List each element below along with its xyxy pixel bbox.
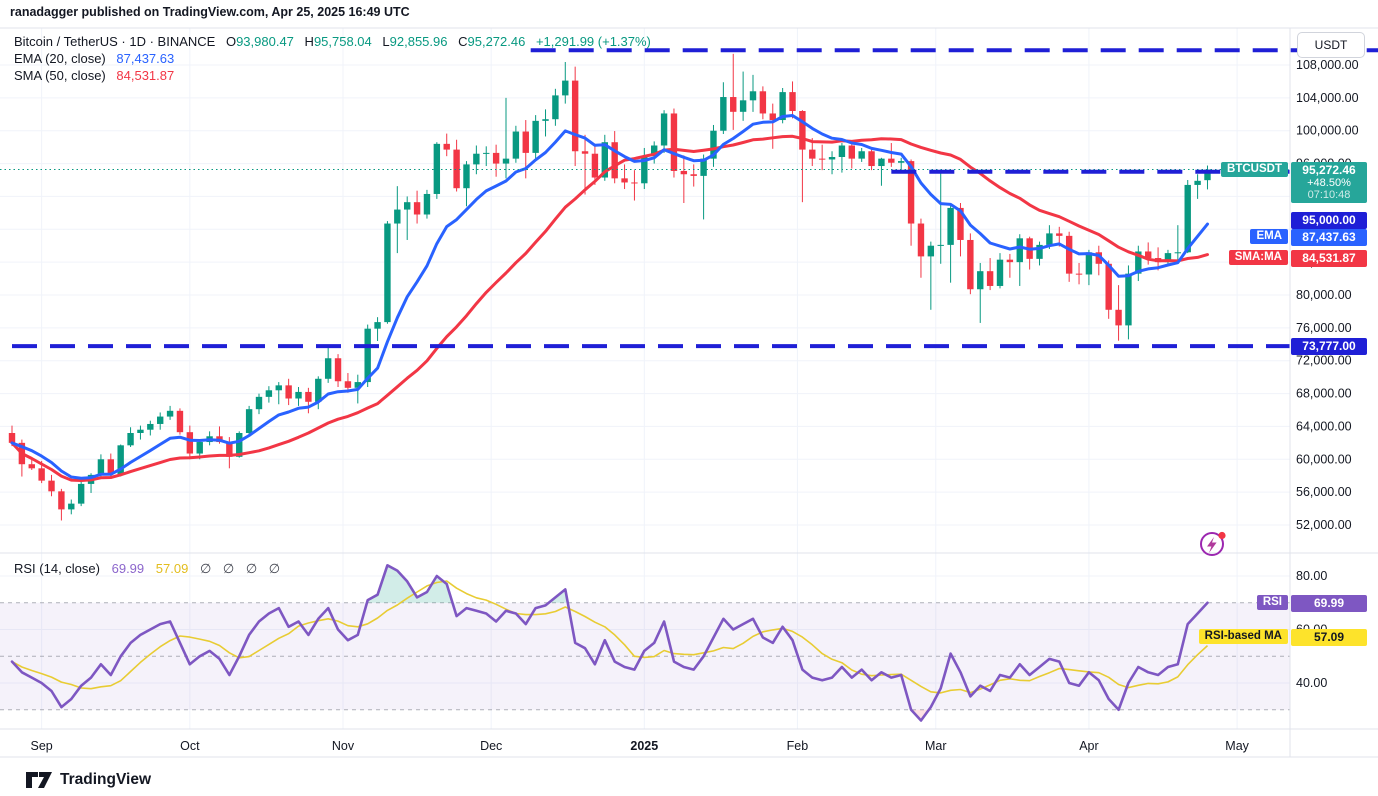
rsi-value-badge: 69.99 [1291, 595, 1367, 612]
ema-value-badge: 87,437.63 [1291, 229, 1367, 246]
sma-value-badge: 84,531.87 [1291, 250, 1367, 267]
symbol-legend-row[interactable]: Bitcoin / TetherUS · 1D · BINANCE O93,98… [14, 34, 651, 49]
svg-text:56,000.00: 56,000.00 [1296, 485, 1352, 499]
rsi-legend-row[interactable]: RSI (14, close) 69.99 57.09 ∅ ∅ ∅ ∅ [14, 561, 284, 577]
flash-circle [1200, 532, 1224, 556]
bar-countdown: 07:10:48 [1307, 189, 1351, 201]
current-price-value: 95,272.46 [1302, 163, 1356, 177]
svg-text:Mar: Mar [925, 739, 947, 753]
svg-text:Sep: Sep [31, 739, 53, 753]
symbol-price-label-pill: BTCUSDT [1221, 162, 1288, 177]
rsi-empty-values: ∅ ∅ ∅ ∅ [199, 561, 285, 576]
change-value: +1,291.99 (+1.37%) [535, 34, 651, 49]
symbol-title: Bitcoin / TetherUS · 1D · BINANCE [14, 34, 216, 49]
low-value: 92,855.96 [389, 34, 448, 49]
svg-text:68,000.00: 68,000.00 [1296, 387, 1352, 401]
level-73777-badge[interactable]: 73,777.00 [1291, 338, 1367, 355]
svg-text:Oct: Oct [180, 739, 200, 753]
attribution: ranadagger published on TradingView.com,… [10, 5, 410, 19]
svg-text:64,000.00: 64,000.00 [1296, 419, 1352, 433]
flash-events-icon[interactable] [1198, 529, 1228, 559]
sma-label-pill: SMA:MA [1228, 250, 1288, 265]
tradingview-logo-glyph [26, 772, 52, 788]
currency-toggle-button[interactable]: USDT [1297, 32, 1365, 58]
level-95000-badge[interactable]: 95,000.00 [1291, 212, 1367, 229]
ema-label-pill: EMA [1250, 229, 1288, 244]
high-value: 95,758.04 [313, 34, 372, 49]
sma-legend-value: 84,531.87 [116, 68, 175, 83]
open-value: 93,980.47 [236, 34, 294, 49]
close-label: C [458, 34, 468, 49]
svg-text:May: May [1225, 739, 1249, 753]
sma-legend-row[interactable]: SMA (50, close) 84,531.87 [14, 68, 174, 83]
close-value: 95,272.46 [467, 34, 526, 49]
low-label: L [382, 34, 390, 49]
lightning-bolt-icon [1207, 537, 1217, 553]
svg-text:Nov: Nov [332, 739, 355, 753]
rsi-legend-label: RSI (14, close) [14, 561, 100, 576]
svg-text:80,000.00: 80,000.00 [1296, 288, 1352, 302]
rsi-legend-value: 69.99 [111, 561, 145, 576]
svg-text:40.00: 40.00 [1296, 676, 1327, 690]
svg-text:Apr: Apr [1079, 739, 1098, 753]
svg-text:Feb: Feb [787, 739, 809, 753]
svg-text:52,000.00: 52,000.00 [1296, 518, 1352, 532]
svg-text:76,000.00: 76,000.00 [1296, 321, 1352, 335]
rsi-ma-value-badge: 57.09 [1291, 629, 1367, 646]
current-price-change: +48.50% [1307, 177, 1351, 189]
svg-text:72,000.00: 72,000.00 [1296, 354, 1352, 368]
svg-text:Dec: Dec [480, 739, 502, 753]
current-price-badge[interactable]: 95,272.46 +48.50% 07:10:48 [1291, 162, 1367, 203]
tradingview-wordmark: TradingView [60, 771, 152, 788]
svg-text:100,000.00: 100,000.00 [1296, 124, 1359, 138]
ema-legend-label: EMA (20, close) [14, 51, 106, 66]
open-label: O [225, 34, 237, 49]
ema-legend-value: 87,437.63 [116, 51, 175, 66]
svg-text:60,000.00: 60,000.00 [1296, 452, 1352, 466]
notification-dot [1218, 531, 1226, 540]
svg-text:104,000.00: 104,000.00 [1296, 91, 1359, 105]
rsi-ma-label-pill: RSI-based MA [1198, 629, 1288, 644]
svg-text:108,000.00: 108,000.00 [1296, 58, 1359, 72]
high-label: H [304, 34, 314, 49]
ema-legend-row[interactable]: EMA (20, close) 87,437.63 [14, 51, 174, 66]
sma-legend-label: SMA (50, close) [14, 68, 106, 83]
svg-text:80.00: 80.00 [1296, 569, 1327, 583]
svg-text:2025: 2025 [630, 739, 658, 753]
rsi-ma-legend-value: 57.09 [155, 561, 189, 576]
tradingview-logo[interactable]: TradingView [25, 771, 151, 789]
rsi-label-pill: RSI [1256, 595, 1288, 610]
